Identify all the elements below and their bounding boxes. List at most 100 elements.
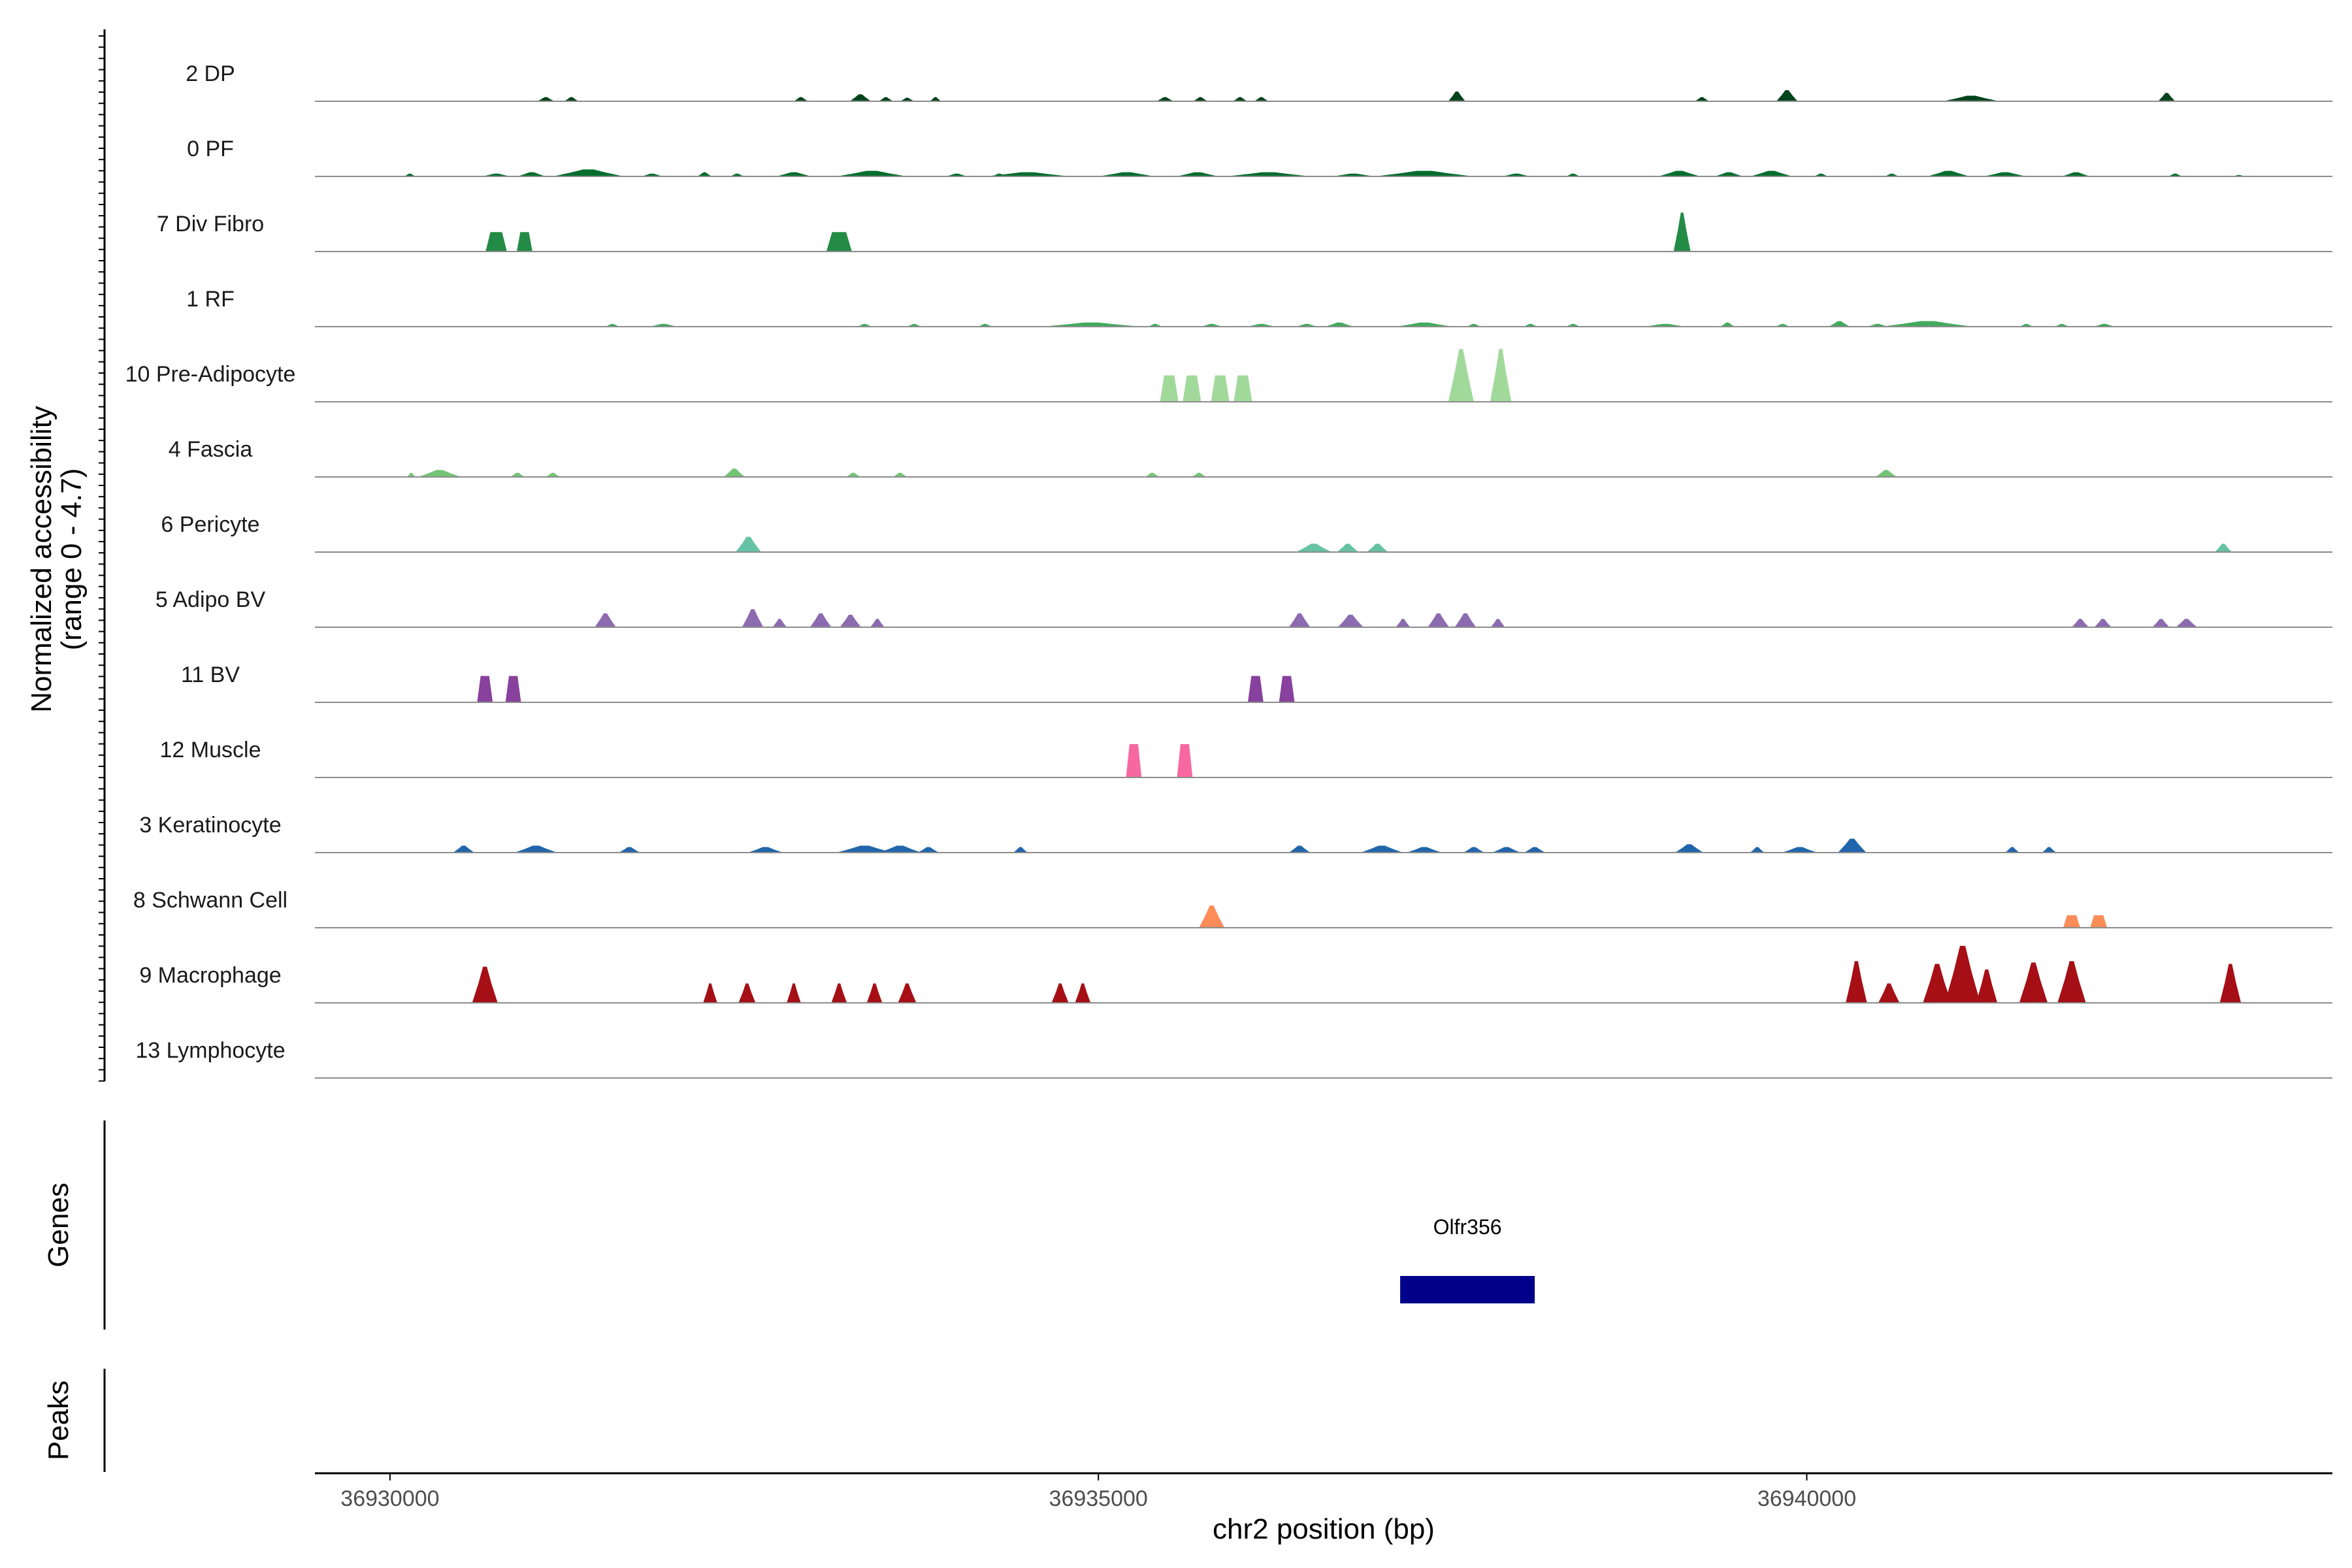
coverage-peak: [505, 676, 521, 702]
coverage-peak: [917, 847, 939, 853]
coverage-y-axis-ruler: [99, 29, 106, 1082]
coverage-peak: [742, 609, 764, 627]
coverage-peak: [1565, 323, 1580, 327]
coverage-y-axis-title-line2: (range 0 - 4.7): [56, 468, 88, 651]
coverage-tracks: 2 DP 0 PF 7 Div Fibro 1 RF 10 Pre-Adipocyte 4…: [125, 61, 2332, 1079]
coverage-peak: [546, 472, 561, 477]
coverage-peak: [1878, 983, 1900, 1003]
coverage-peak: [517, 232, 532, 252]
coverage-peak: [879, 845, 922, 853]
coverage-peak: [1201, 323, 1222, 327]
coverage-peak: [641, 173, 663, 176]
track-7-div-fibro: 7 Div Fibro: [157, 212, 2332, 252]
track-4-fascia: 4 Fascia: [169, 437, 2332, 478]
coverage-peak: [1944, 945, 1981, 1003]
coverage-peak: [1750, 171, 1793, 176]
coverage-peak: [736, 536, 762, 552]
coverage-peak: [776, 172, 812, 176]
coverage-peak: [1296, 323, 1318, 327]
coverage-peak: [977, 323, 992, 327]
coverage-peak: [1644, 323, 1687, 327]
coverage-peak: [1448, 349, 1474, 402]
coverage-peak: [2158, 93, 2176, 101]
coverage-peak: [2057, 961, 2086, 1003]
coverage-peak: [595, 613, 616, 627]
coverage-peak: [1226, 172, 1311, 176]
track-label: 1 RF: [186, 287, 235, 312]
coverage-peak: [537, 97, 555, 101]
track-0-pf: 0 PF: [187, 137, 2332, 177]
coverage-peak: [1183, 375, 1201, 402]
coverage-peak: [517, 172, 546, 176]
coverage-peak: [946, 173, 968, 176]
coverage-peak: [2054, 323, 2069, 327]
coverage-peak: [1396, 322, 1453, 327]
coverage-peak: [1720, 322, 1735, 327]
track-6-pericyte: 6 Pericyte: [161, 512, 2332, 553]
coverage-peak: [453, 845, 474, 853]
coverage-peak: [1126, 743, 1142, 777]
coverage-peak: [418, 470, 461, 477]
track-label: 7 Div Fibro: [157, 212, 264, 237]
coverage-peak: [2152, 619, 2170, 627]
coverage-peak: [1337, 614, 1364, 627]
coverage-peak: [1927, 171, 1970, 176]
coverage-peak: [793, 97, 808, 101]
track-11-bv: 11 BV: [181, 662, 2332, 703]
track-label: 12 Muscle: [160, 738, 261, 762]
coverage-peak: [1448, 91, 1465, 101]
coverage-peak: [1984, 172, 2027, 176]
coverage-peak: [1176, 172, 1219, 176]
x-tick-label: 36935000: [1049, 1486, 1148, 1511]
coverage-peak: [1750, 847, 1765, 853]
coverage-y-axis-title-line1: Normalized accessibility: [25, 406, 57, 712]
genes-axis-title: Genes: [42, 1183, 74, 1267]
coverage-peak: [605, 323, 620, 327]
coverage-peak: [2215, 544, 2232, 552]
coverage-peak: [1814, 173, 1828, 176]
coverage-peak: [1199, 905, 1225, 928]
coverage-peak: [1674, 844, 1704, 853]
x-axis-title: chr2 position (bp): [1213, 1513, 1435, 1545]
coverage-peak: [1288, 613, 1311, 627]
coverage-peak: [1838, 838, 1867, 853]
coverage-peak: [1695, 97, 1709, 101]
coverage-peak: [472, 966, 498, 1003]
coverage-peak: [1881, 321, 1974, 327]
coverage-peak: [831, 983, 847, 1003]
coverage-peak: [985, 172, 1070, 176]
coverage-peak: [1288, 845, 1311, 853]
coverage-peak: [1375, 171, 1474, 176]
coverage-peak: [406, 472, 416, 477]
track-1-rf: 1 RF: [186, 287, 2332, 327]
coverage-peak: [1041, 322, 1141, 327]
coverage-peak: [723, 468, 745, 477]
coverage-peak: [1565, 173, 1580, 176]
coverage-peak: [836, 171, 907, 176]
coverage-peak: [553, 169, 624, 176]
coverage-peak: [1829, 321, 1850, 327]
coverage-peak: [1177, 743, 1193, 777]
coverage-peak: [1454, 613, 1477, 627]
coverage-peak: [1148, 323, 1162, 327]
coverage-peak: [1492, 847, 1521, 853]
coverage-peak: [2019, 962, 2048, 1003]
coverage-peak: [2176, 619, 2197, 627]
coverage-peak: [482, 173, 511, 176]
track-label: 3 Keratinocyte: [139, 813, 281, 838]
x-tick-label: 36930000: [340, 1486, 439, 1511]
coverage-peak: [1296, 544, 1331, 552]
track-label: 13 Lymphocyte: [135, 1038, 285, 1063]
coverage-peak: [836, 845, 893, 853]
x-tick-label: 36940000: [1757, 1486, 1856, 1511]
track-label: 8 Schwann Cell: [133, 888, 287, 913]
coverage-peak: [2071, 619, 2089, 627]
coverage-peak: [1428, 613, 1449, 627]
coverage-peak: [2042, 847, 2057, 853]
coverage-peak: [1098, 172, 1155, 176]
gene-body: [1400, 1276, 1535, 1303]
coverage-peak: [2063, 915, 2080, 928]
x-axis-ticks: 36930000 36935000 36940000: [340, 1473, 1856, 1511]
track-label: 5 Adipo BV: [155, 587, 266, 612]
